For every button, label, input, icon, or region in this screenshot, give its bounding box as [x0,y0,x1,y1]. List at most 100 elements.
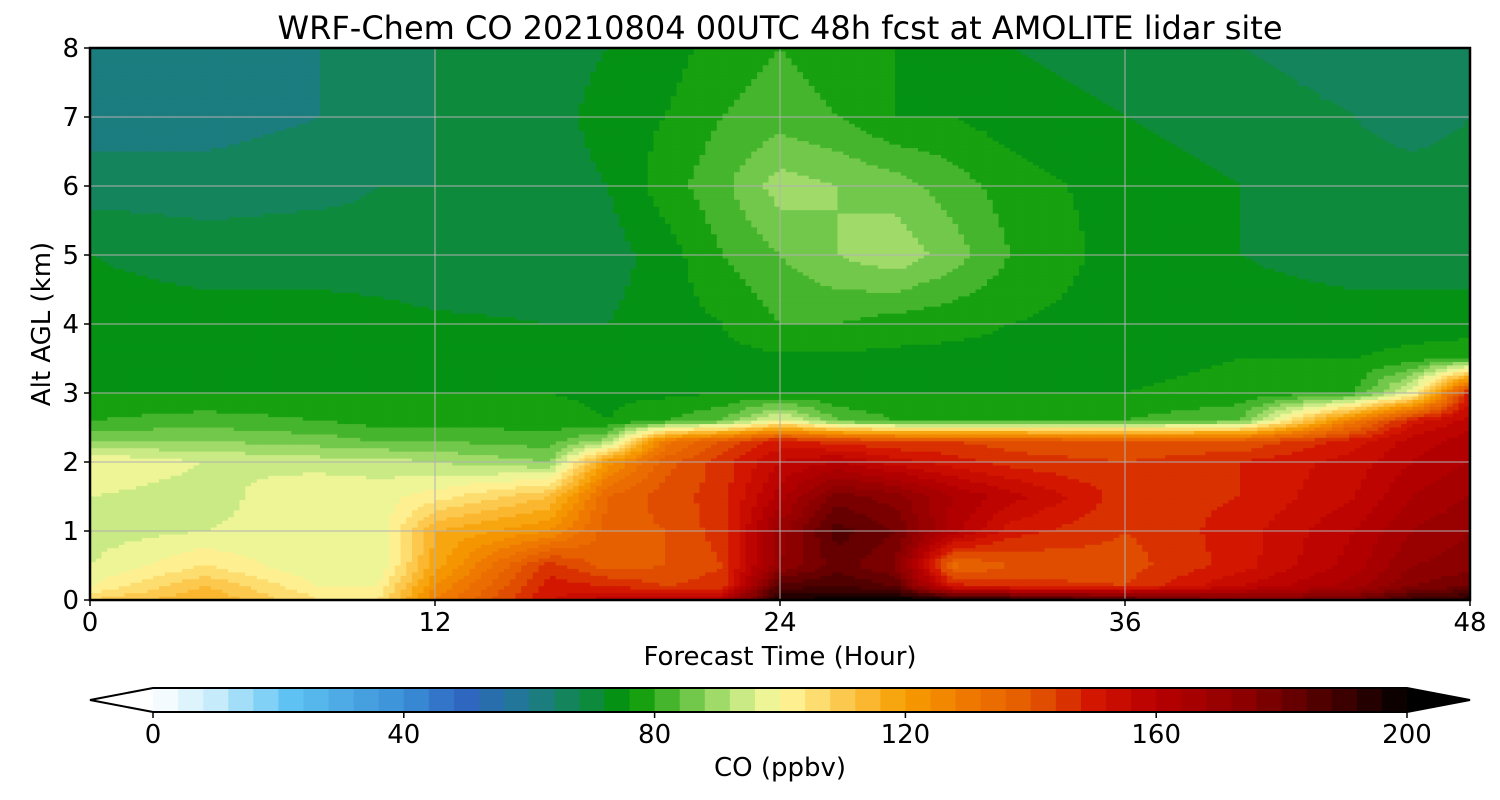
contour-cell [1441,96,1447,100]
contour-cell [1177,69,1183,73]
contour-cell [435,79,441,83]
contour-cell [355,83,361,87]
contour-cell [1338,100,1344,104]
contour-cell [199,100,205,104]
contour-cell [1229,76,1235,80]
contour-cell [901,51,907,55]
contour-cell [194,51,200,55]
contour-cell [734,96,740,100]
contour-cell [1073,93,1079,97]
contour-cell [1073,51,1079,55]
contour-cell [205,79,211,83]
contour-cell [947,103,953,107]
contour-cell [1326,62,1332,66]
contour-cell [556,100,562,104]
contour-cell [481,69,487,73]
contour-cell [211,69,217,73]
contour-cell [843,62,849,66]
contour-cell [1217,93,1223,97]
contour-cell [1229,110,1235,114]
contour-cell [671,72,677,76]
contour-cell [631,72,637,76]
contour-cell [1010,76,1016,80]
contour-cell [1407,69,1413,73]
contour-cell [878,76,884,80]
contour-cell [182,79,188,83]
contour-cell [464,117,470,121]
contour-cell [1315,76,1321,80]
contour-cell [504,76,510,80]
contour-cell [1321,72,1327,76]
contour-cell [481,110,487,114]
contour-cell [1194,89,1200,93]
contour-cell [786,83,792,87]
contour-cell [1263,65,1269,69]
contour-cell [383,72,389,76]
contour-cell [251,83,257,87]
contour-cell [585,96,591,100]
contour-cell [1326,83,1332,87]
contour-cell [631,79,637,83]
contour-cell [1263,58,1269,62]
contour-cell [96,107,102,111]
contour-cell [631,86,637,90]
contour-cell [579,103,585,107]
contour-cell [107,103,113,107]
contour-cell [395,103,401,107]
contour-cell [1309,86,1315,90]
contour-cell [636,65,642,69]
contour-cell [171,103,177,107]
contour-cell [1096,117,1102,121]
contour-cell [849,76,855,80]
contour-cell [815,83,821,87]
contour-cell [406,72,412,76]
contour-cell [1194,51,1200,55]
contour-cell [136,83,142,87]
contour-cell [171,65,177,69]
contour-cell [1194,69,1200,73]
contour-cell [1286,93,1292,97]
contour-cell [1027,79,1033,83]
contour-cell [1033,89,1039,93]
contour-cell [838,55,844,59]
contour-cell [717,51,723,55]
contour-cell [567,79,573,83]
contour-cell [958,100,964,104]
contour-cell [447,83,453,87]
contour-cell [142,79,148,83]
contour-cell [1108,58,1114,62]
contour-cell [159,93,165,97]
contour-cell [510,100,516,104]
contour-cell [1010,65,1016,69]
contour-cell [510,83,516,87]
contour-cell [636,79,642,83]
contour-cell [1142,72,1148,76]
contour-cell [1430,107,1436,111]
contour-cell [142,62,148,66]
contour-cell [1459,69,1465,73]
contour-cell [889,76,895,80]
contour-cell [878,83,884,87]
contour-cell [1338,96,1344,100]
contour-cell [1206,83,1212,87]
contour-cell [613,89,619,93]
contour-cell [941,83,947,87]
contour-cell [809,103,815,107]
contour-cell [682,103,688,107]
contour-cell [1079,107,1085,111]
contour-cell [378,51,384,55]
contour-cell [297,86,303,90]
contour-cell [682,96,688,100]
contour-cell [746,55,752,59]
contour-cell [303,86,309,90]
contour-cell [1056,76,1062,80]
contour-cell [631,93,637,97]
contour-cell [527,89,533,93]
contour-cell [567,83,573,87]
contour-cell [280,79,286,83]
contour-cell [705,103,711,107]
contour-cell [1217,100,1223,104]
contour-cell [176,93,182,97]
contour-cell [533,62,539,66]
contour-cell [665,117,671,121]
